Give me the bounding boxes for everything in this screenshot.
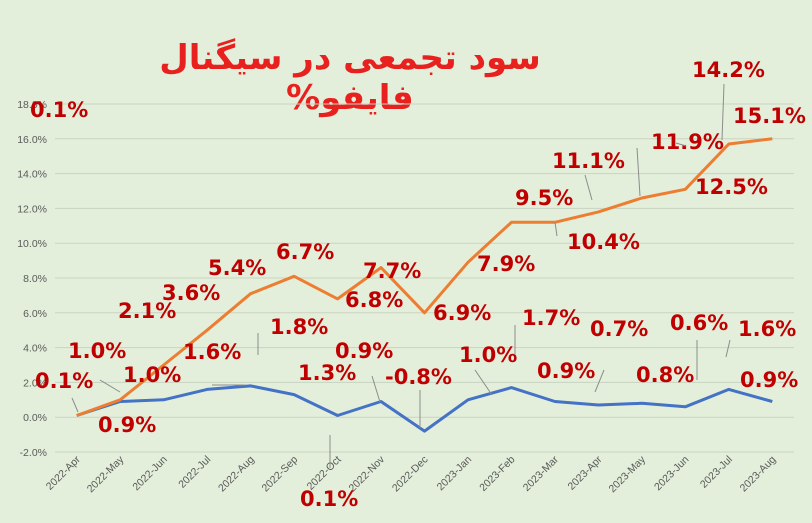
y-tick-label: 0.0% (23, 412, 47, 424)
x-tick-label: 2022-Dec (390, 454, 431, 495)
data-label: 1.0% (123, 363, 181, 387)
x-tick-label: 2022-Jun (130, 454, 170, 494)
data-label: 0.1% (300, 487, 358, 511)
data-label: 9.5% (515, 186, 573, 210)
data-label: 1.7% (522, 306, 580, 330)
data-label: 0.9% (98, 413, 156, 437)
data-label: 14.2% (692, 58, 765, 82)
y-tick-label: 8.0% (23, 273, 47, 285)
data-label: 6.9% (433, 301, 491, 325)
y-tick-label: -2.0% (20, 447, 47, 459)
x-tick-label: 2023-Jul (698, 454, 735, 491)
data-label: 12.5% (695, 175, 768, 199)
data-label: 15.1% (733, 104, 806, 128)
data-label: 1.0% (459, 343, 517, 367)
data-label: 10.4% (567, 230, 640, 254)
data-label: 0.1% (35, 369, 93, 393)
label-leader-line (554, 221, 558, 237)
x-tick-label: 2023-Feb (477, 454, 517, 494)
data-label: 6.7% (276, 240, 334, 264)
label-leader-line (371, 375, 381, 403)
x-tick-label: 2023-Mar (521, 453, 562, 494)
x-tick-label: 2023-May (606, 453, 648, 495)
data-label: 7.9% (477, 252, 535, 276)
data-label: 5.4% (208, 256, 266, 280)
data-label: 1.0% (68, 339, 126, 363)
x-tick-label: 2023-Jun (652, 454, 692, 494)
data-label: 3.6% (162, 281, 220, 305)
x-tick-label: 2023-Aug (738, 454, 779, 495)
data-label: 11.9% (651, 130, 724, 154)
y-tick-label: 18.0% (17, 99, 47, 111)
data-label: 2.1% (118, 299, 176, 323)
data-label: 0.1% (30, 98, 88, 122)
data-label: 7.7% (363, 259, 421, 283)
y-tick-label: 12.0% (17, 203, 47, 215)
data-label: -0.8% (385, 365, 452, 389)
label-leader-line (721, 83, 725, 141)
series-line-1 (76, 384, 773, 433)
data-label: 0.9% (740, 368, 798, 392)
y-tick-label: 2.0% (23, 377, 47, 389)
data-label: 1.8% (270, 315, 328, 339)
data-label: 0.8% (636, 363, 694, 387)
series-line-2 (76, 137, 773, 417)
label-leader-line (675, 142, 687, 147)
label-leader-line (474, 369, 493, 396)
label-leader-line (594, 369, 605, 393)
data-label: 0.6% (670, 311, 728, 335)
x-tick-label: 2022-Aug (216, 454, 257, 495)
chart-title: سود تجمعی در سیگنال فایفو% (159, 38, 541, 118)
x-tick-label: 2023-Apr (565, 453, 604, 492)
x-tick-label: 2022-May (85, 453, 127, 495)
x-tick-label: 2022-Sep (260, 454, 301, 495)
label-leader-line (584, 174, 593, 201)
data-label: 0.7% (590, 317, 648, 341)
data-label: 0.9% (537, 359, 595, 383)
data-label: 1.6% (738, 317, 796, 341)
label-leader-line (725, 339, 731, 358)
y-tick-label: 14.0% (17, 169, 47, 181)
x-tick-label: 2023-Jan (435, 454, 475, 494)
data-label: 1.6% (183, 340, 241, 364)
y-tick-label: 16.0% (17, 134, 47, 146)
x-tick-label: 2022-Apr (44, 453, 83, 492)
y-tick-label: 10.0% (17, 238, 47, 250)
y-tick-label: 6.0% (23, 308, 47, 320)
x-tick-label: 2022-Jul (176, 454, 213, 491)
label-leader-line (636, 147, 641, 197)
label-leader-line (71, 397, 79, 413)
y-tick-label: 4.0% (23, 343, 47, 355)
data-label: 0.9% (335, 339, 393, 363)
label-leader-line (99, 379, 121, 393)
data-label: 11.1% (552, 149, 625, 173)
data-label: 6.8% (345, 288, 403, 312)
data-label: 1.3% (298, 361, 356, 385)
